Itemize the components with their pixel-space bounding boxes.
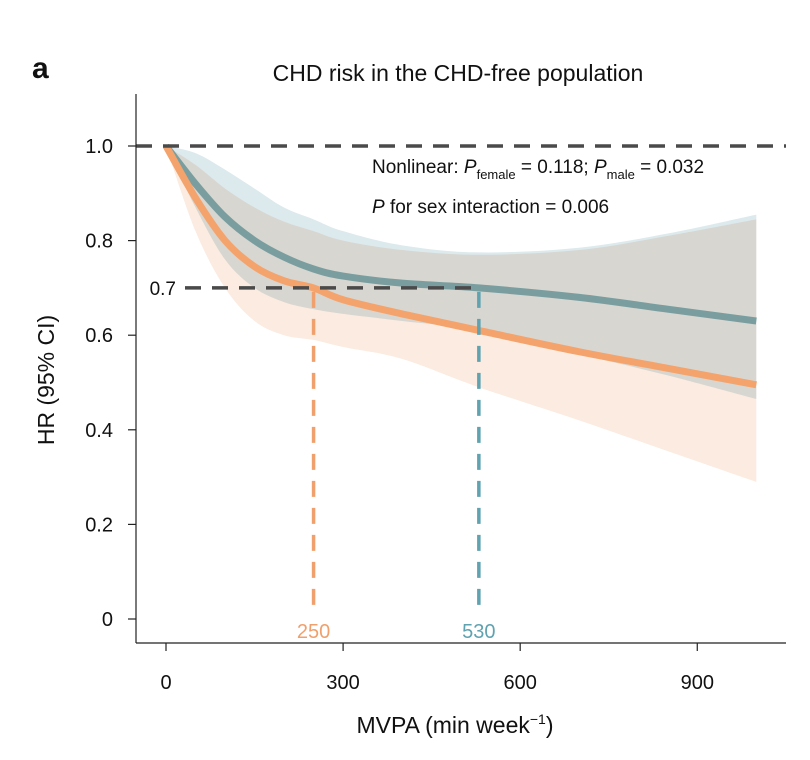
x-tick-label: 300 — [326, 672, 359, 694]
annot-prefix: Nonlinear: — [372, 157, 464, 178]
y-tick-label: 1.0 — [85, 136, 113, 158]
annot-p3: P — [372, 197, 385, 218]
x-tick-label: 900 — [681, 672, 714, 694]
annot-p2: P — [594, 157, 607, 178]
marker-label-250: 250 — [297, 621, 330, 643]
female-hr-line — [162, 144, 757, 389]
series-lines — [162, 143, 757, 389]
x-axis-label-sup: −1 — [530, 711, 546, 727]
annot-interaction: for sex interaction = 0.006 — [385, 197, 609, 218]
reference-lines: 0.7 250 530 — [136, 144, 786, 643]
axis-ticks: 0 300 600 900 0 0.2 0.4 0.6 0.8 1.0 — [85, 136, 714, 694]
confidence-bands — [166, 146, 757, 482]
marker-label-530: 530 — [462, 621, 495, 643]
y-tick-label: 0.4 — [85, 420, 113, 442]
y-axis-label: HR (95% CI) — [33, 315, 59, 445]
chart-title: CHD risk in the CHD-free population — [273, 60, 644, 86]
x-axis-label-end: ) — [546, 712, 554, 738]
annot-p: P — [464, 157, 477, 178]
annot-female-sub: female — [477, 167, 516, 182]
annot-female-val: = 0.118; — [516, 157, 594, 178]
annot-male-sub: male — [607, 167, 635, 182]
x-tick-label: 600 — [503, 672, 536, 694]
interaction-annotation: P for sex interaction = 0.006 — [372, 197, 609, 218]
y-tick-label: 0 — [102, 609, 113, 631]
male-hr-line — [163, 143, 757, 325]
y-tick-label: 0.2 — [85, 514, 113, 536]
y-tick-label: 0.6 — [85, 325, 113, 347]
x-axis-label: MVPA (min week−1) — [356, 711, 553, 738]
male-ci-band — [166, 146, 757, 400]
y-tick-label: 0.8 — [85, 231, 113, 253]
x-axis-label-main: MVPA (min week — [356, 712, 530, 738]
panel-label: a — [32, 52, 49, 85]
nonlinear-annotation: Nonlinear: Pfemale = 0.118; Pmale = 0.03… — [372, 157, 704, 182]
threshold-label: 0.7 — [150, 279, 176, 300]
x-tick-label: 0 — [160, 672, 171, 694]
annot-male-val: = 0.032 — [635, 157, 704, 178]
